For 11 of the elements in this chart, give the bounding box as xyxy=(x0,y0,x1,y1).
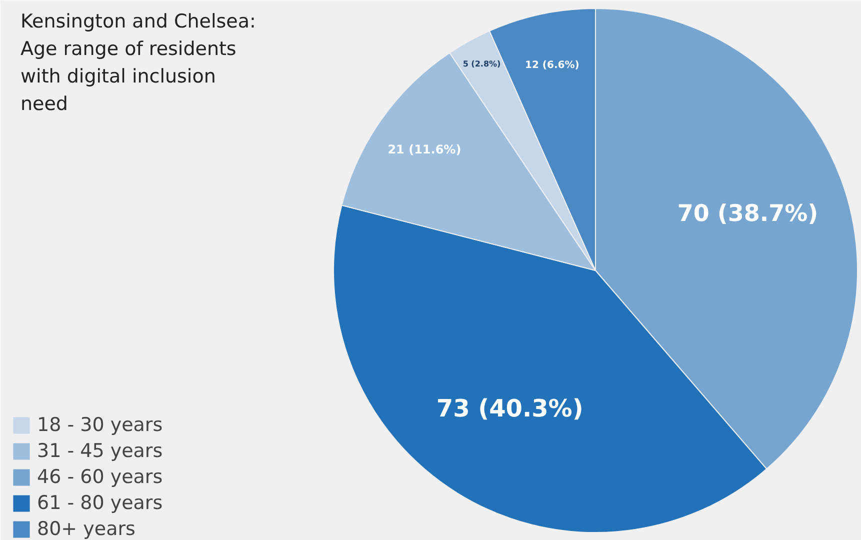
legend-label: 31 - 45 years xyxy=(37,440,163,462)
data-label: 73 (40.3%) xyxy=(436,394,584,423)
legend-label: 18 - 30 years xyxy=(37,414,163,436)
legend-label: 61 - 80 years xyxy=(37,492,163,514)
data-label: 21 (11.6%) xyxy=(388,142,462,156)
legend-label: 80+ years xyxy=(37,518,136,540)
data-label: 5 (2.8%) xyxy=(462,59,501,68)
text: Kensington and Chelsea: Age range of residents with digital inclusion need xyxy=(20,10,256,115)
data-label: 70 (38.7%) xyxy=(677,200,818,227)
legend-label: 46 - 60 years xyxy=(37,466,163,488)
data-label: 12 (6.6%) xyxy=(525,60,580,71)
